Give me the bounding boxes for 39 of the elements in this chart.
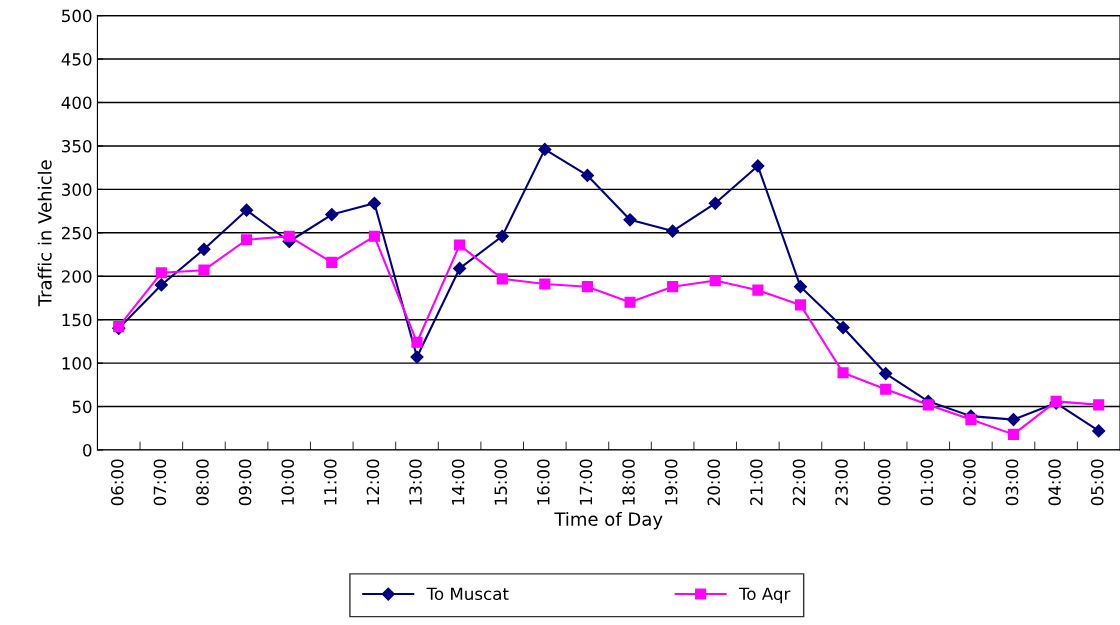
y-tick-label: 300 [62,183,92,196]
x-tick-label: 00:00 [877,459,891,506]
x-tick-label: 14:00 [451,459,465,505]
y-tick-label: 400 [61,96,92,110]
x-tick-label: 01:00 [920,459,934,506]
x-tick-label: 19:00 [664,459,678,505]
x-tick-label: 11:00 [324,459,337,505]
y-tick-label: 100 [62,357,92,370]
x-tick-label: 06:00 [110,459,124,506]
x-tick-label: 13:00 [409,459,422,505]
legend-label: To Muscat [426,587,509,601]
x-tick-label: 09:00 [238,459,252,506]
y-tick-label: 350 [62,139,92,153]
x-tick-label: 22:00 [792,459,806,506]
y-tick-label: 150 [62,313,92,327]
y-tick-label: 200 [61,270,92,283]
x-tick-label: 02:00 [963,459,976,506]
y-tick-label: 50 [72,400,92,414]
x-tick-label: 20:00 [707,459,721,506]
x-tick-label: 10:00 [281,459,295,505]
x-tick-label: 21:00 [750,459,763,506]
x-axis-title: Time of Day [554,511,663,530]
x-tick-label: 03:00 [1005,459,1019,506]
y-tick-label: 250 [61,226,92,240]
x-tick-label: 23:00 [835,459,848,506]
x-tick-label: 05:00 [1090,459,1104,506]
x-tick-label: 17:00 [579,459,593,505]
y-tick-label: 500 [62,9,92,23]
x-tick-label: 18:00 [622,459,635,505]
x-tick-label: 15:00 [494,459,508,505]
x-tick-label: 08:00 [196,459,209,506]
x-tick-label: 12:00 [366,459,380,505]
legend-label: To Aqr [738,587,791,604]
x-tick-label: 07:00 [153,459,167,506]
y-axis-title: Traffic in Vehicle [37,160,52,307]
y-tick-label: 0 [83,443,92,457]
x-tick-label: 04:00 [1048,459,1061,506]
y-tick-label: 450 [61,53,92,66]
x-tick-label: 16:00 [537,459,550,505]
